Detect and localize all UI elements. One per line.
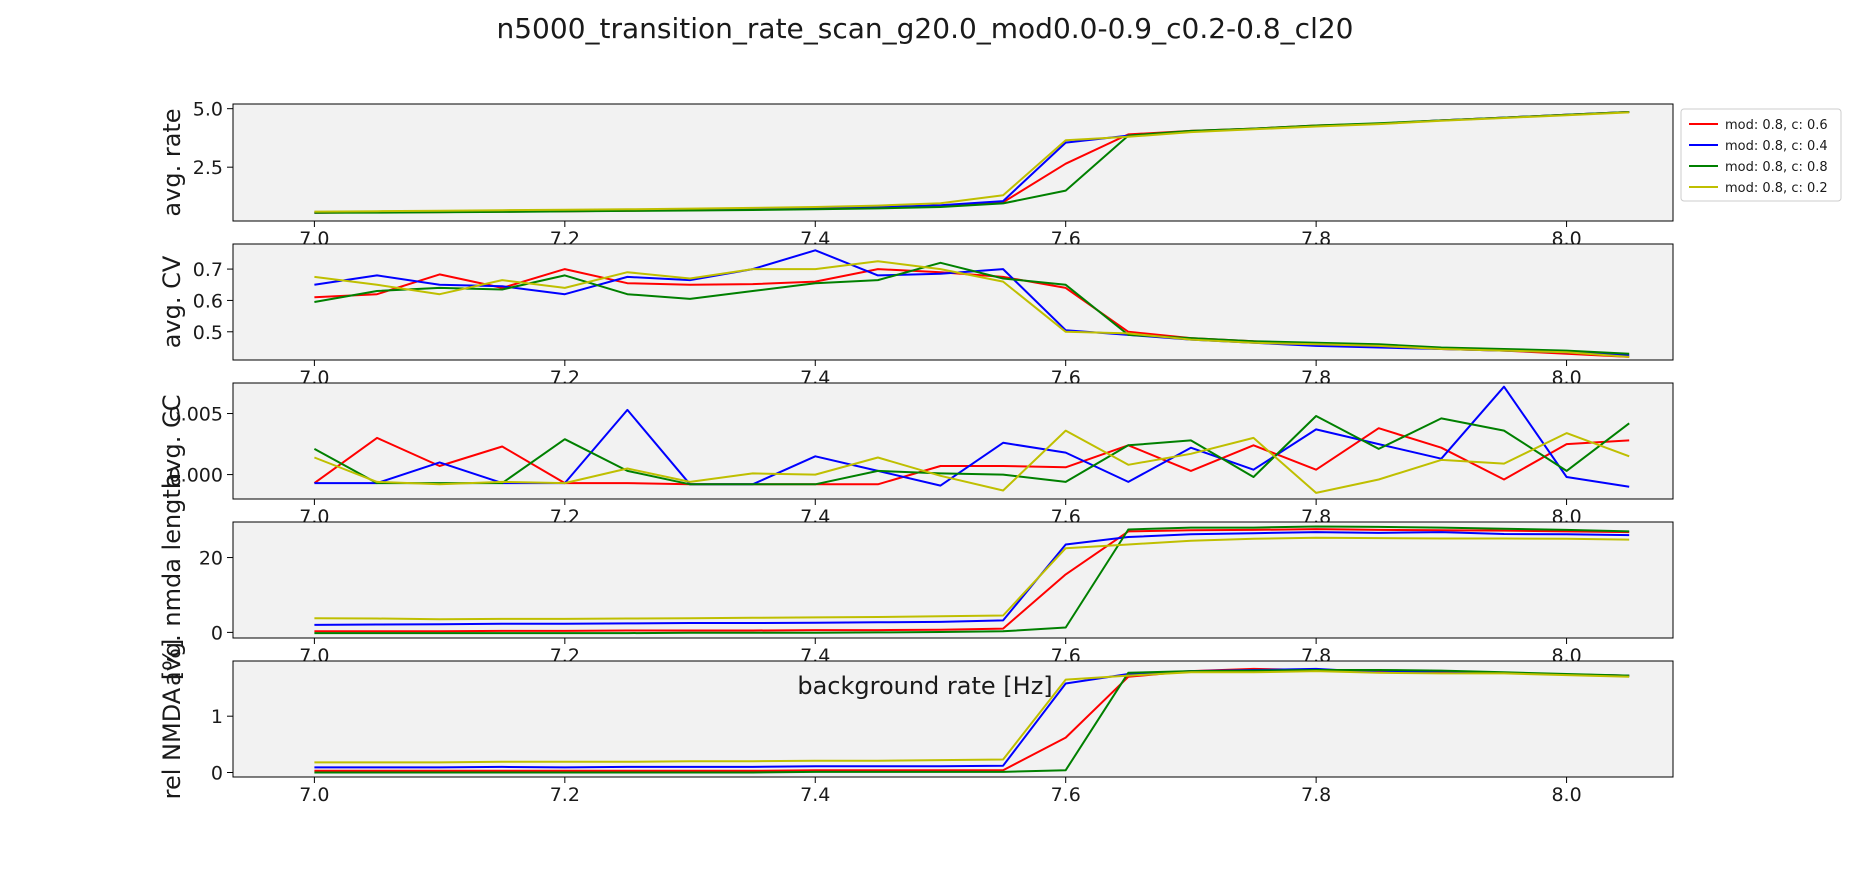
y-tick-label: 5.0 [193,99,223,121]
plot-background [233,104,1673,221]
y-axis-label: avg. rate [158,108,186,216]
legend: mod: 0.8, c: 0.6 mod: 0.8, c: 0.4 mod: 0.8… [1680,108,1842,202]
y-tick-label: 0 [211,622,223,644]
series-line-4 [314,670,1630,764]
series-line-4 [314,111,1630,213]
x-tick-label: 7.4 [800,784,830,806]
y-axis-label: avg. nmda length [158,474,186,686]
series-line-4 [314,260,1630,358]
figure-title: n5000_transition_rate_scan_g20.0_mod0.0-… [497,12,1354,45]
axes-frame [232,382,1674,500]
series-line-4 [314,429,1630,494]
y-tick-label: 0 [211,762,223,784]
x-tick-label: 7.6 [1051,784,1081,806]
series-line-2 [314,667,1630,769]
panels: 7.0 7.2 7.4 7.6 7.8 8.0 2.5 5.0 avg. rate 7.0 7.2 7… [158,99,1674,806]
x-axis-label: background rate [Hz] [797,672,1052,700]
x-tick-label: 8.0 [1551,784,1581,806]
y-tick-label: 0.000 [169,465,223,487]
plot-background [233,244,1673,360]
series-line-1 [313,427,1630,486]
legend-label: mod: 0.8, c: 0.6 [1725,118,1828,133]
y-tick-label: 2.5 [193,157,223,179]
y-tick-label: 0.6 [193,290,223,312]
x-tick-label: 7.8 [1301,784,1331,806]
plot-background [233,661,1673,777]
legend-label: mod: 0.8, c: 0.2 [1725,181,1828,196]
y-tick-label: 0.7 [193,259,223,281]
series-line-3 [314,669,1630,774]
subplot-5: 7.0 7.2 7.4 7.6 7.8 8.0 0 1 rel NMDA [%] [158,639,1674,806]
series-line-3 [313,415,1630,486]
legend-box [1680,108,1842,202]
x-tick-label: 7.2 [550,784,580,806]
series-line-4 [314,536,1630,621]
legend-label: mod: 0.8, c: 0.4 [1725,139,1828,154]
axes-frame [232,103,1674,222]
legend-label: mod: 0.8, c: 0.8 [1725,160,1828,175]
y-tick-label: 1 [211,706,223,728]
series-line-3 [314,261,1630,355]
y-tick-label: 0.005 [169,404,223,426]
x-tick-label: 7.0 [299,784,329,806]
series-line-1 [314,528,1630,633]
axes-frame [232,243,1674,361]
series-line-2 [314,531,1630,626]
y-tick-label: 20 [199,548,223,570]
y-tick-label: 0.5 [193,322,223,344]
y-axis-label: avg. CV [158,255,186,348]
series-line-3 [314,525,1630,635]
y-axis-label: rel NMDA [%] [158,639,186,800]
y-axis-label: avg. CC [158,395,186,488]
axes-frame [232,660,1674,778]
axes-frame [232,521,1674,639]
